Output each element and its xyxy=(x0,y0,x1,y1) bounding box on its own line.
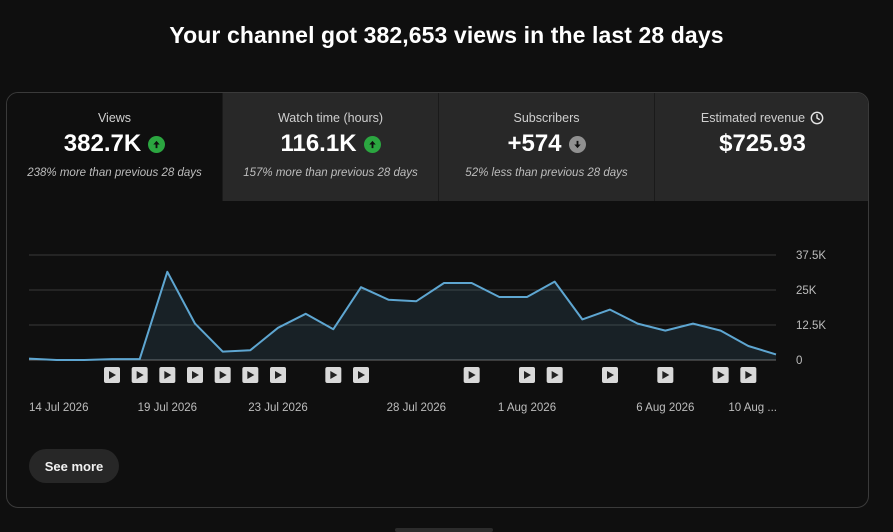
tab-subscribers-value-text: +574 xyxy=(507,130,562,157)
data-point xyxy=(470,281,474,285)
data-point xyxy=(663,329,667,333)
see-more-button[interactable]: See more xyxy=(29,449,119,483)
series-area xyxy=(29,271,776,360)
play-icon[interactable] xyxy=(657,367,674,383)
y-tick-label: 12.5K xyxy=(796,320,826,332)
data-point xyxy=(221,350,225,354)
analytics-card: Views 382.7K 238% more than previous 28 … xyxy=(6,92,869,508)
clock-icon xyxy=(810,111,824,125)
tab-views-label: Views xyxy=(7,111,222,125)
tab-views-value-text: 382.7K xyxy=(63,130,142,157)
play-icon[interactable] xyxy=(519,367,535,383)
data-point xyxy=(359,285,363,289)
tab-subscribers-note: 52% less than previous 28 days xyxy=(465,167,628,179)
data-point xyxy=(497,295,501,299)
page-headline: Your channel got 382,653 views in the la… xyxy=(169,22,724,48)
data-point xyxy=(553,280,557,284)
arrow-up-circle-icon xyxy=(148,135,166,153)
data-point xyxy=(442,281,446,285)
data-point xyxy=(580,317,584,321)
tab-views-note: 238% more than previous 28 days xyxy=(27,167,202,179)
views-chart: 0 12.5K 25K 37.5K 14 Jul 2026 19 Jul 2026 23 J… xyxy=(27,250,826,414)
tab-revenue-label-text: Estimated revenue xyxy=(700,111,806,125)
data-point xyxy=(387,298,391,302)
x-tick-label: 14 Jul 2026 xyxy=(29,402,88,414)
play-icon[interactable] xyxy=(353,367,369,383)
data-point xyxy=(193,322,197,326)
play-icon[interactable] xyxy=(463,367,480,383)
tab-revenue-label: Estimated revenue xyxy=(655,111,868,125)
play-icon[interactable] xyxy=(546,367,563,383)
tab-views-value: 382.7K xyxy=(7,130,222,158)
play-icon[interactable] xyxy=(131,367,148,383)
data-point xyxy=(27,357,31,361)
x-tick-label: 19 Jul 2026 xyxy=(138,402,197,414)
play-icon[interactable] xyxy=(602,367,618,383)
play-icon[interactable] xyxy=(214,367,231,383)
tab-subscribers[interactable]: Subscribers +574 52% less than previous … xyxy=(439,93,655,201)
data-point xyxy=(138,357,142,361)
data-point xyxy=(55,358,59,362)
data-point xyxy=(746,344,750,348)
tab-revenue-value-text: $725.93 xyxy=(719,130,806,157)
x-tick-label: 23 Jul 2026 xyxy=(248,402,307,414)
tab-revenue-value: $725.93 xyxy=(655,130,868,158)
x-tick-label: 10 Aug ... xyxy=(728,402,777,414)
x-tick-label: 6 Aug 2026 xyxy=(636,402,694,414)
data-point xyxy=(719,329,723,333)
data-point xyxy=(82,358,86,362)
x-tick-label: 28 Jul 2026 xyxy=(387,402,446,414)
bottom-handle xyxy=(395,528,493,532)
play-icon[interactable] xyxy=(270,367,286,383)
tab-subscribers-label-text: Subscribers xyxy=(513,111,580,125)
y-tick-label: 0 xyxy=(796,355,802,367)
data-point xyxy=(165,270,169,274)
data-point xyxy=(636,322,640,326)
data-point xyxy=(110,357,114,361)
play-icon[interactable] xyxy=(325,367,342,383)
y-tick-label: 37.5K xyxy=(796,250,826,262)
data-point xyxy=(248,348,252,352)
tab-views[interactable]: Views 382.7K 238% more than previous 28 … xyxy=(7,93,223,201)
data-point xyxy=(331,327,335,331)
tab-watch-time-note: 157% more than previous 28 days xyxy=(243,167,418,179)
data-point xyxy=(691,322,695,326)
data-point xyxy=(608,308,612,312)
tab-views-label-text: Views xyxy=(97,111,132,125)
play-icon[interactable] xyxy=(740,367,757,383)
data-point xyxy=(414,299,418,303)
tab-watch-time[interactable]: Watch time (hours) 116.1K 157% more than… xyxy=(223,93,439,201)
data-point xyxy=(304,312,308,316)
data-point xyxy=(525,295,529,299)
tab-subscribers-label: Subscribers xyxy=(439,111,654,125)
play-icon[interactable] xyxy=(187,367,203,383)
tab-watch-time-value: 116.1K xyxy=(223,130,438,158)
y-tick-label: 25K xyxy=(796,285,817,297)
data-point xyxy=(774,352,778,356)
tab-watch-time-label: Watch time (hours) xyxy=(223,111,438,125)
play-icon[interactable] xyxy=(712,367,729,383)
arrow-down-circle-icon xyxy=(568,135,586,153)
play-icon[interactable] xyxy=(104,367,120,383)
tab-estimated-revenue[interactable]: Estimated revenue $725.93 xyxy=(655,93,868,201)
data-point xyxy=(276,326,280,330)
series-line-views xyxy=(28,270,777,361)
arrow-up-circle-icon xyxy=(363,135,381,153)
metric-tabs: Views 382.7K 238% more than previous 28 … xyxy=(7,93,868,201)
tab-watch-time-value-text: 116.1K xyxy=(280,130,357,157)
play-icon[interactable] xyxy=(242,367,259,383)
play-icon[interactable] xyxy=(159,367,176,383)
tab-subscribers-value: +574 xyxy=(439,130,654,158)
x-tick-label: 1 Aug 2026 xyxy=(498,402,556,414)
tab-watch-time-label-text: Watch time (hours) xyxy=(277,111,384,125)
